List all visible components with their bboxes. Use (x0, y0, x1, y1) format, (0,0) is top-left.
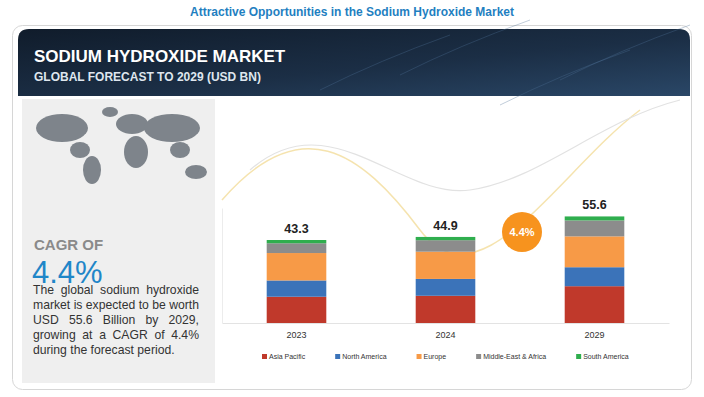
bar-segment (565, 267, 625, 286)
legend-item: Asia Pacific (262, 353, 306, 360)
map-land (36, 114, 88, 142)
decor-curve (250, 100, 680, 191)
y-axis (222, 209, 223, 324)
annotation-text: 4.4% (509, 226, 534, 238)
legend-label: South America (583, 353, 629, 360)
header-streak (560, 25, 690, 80)
header-streak (320, 35, 450, 90)
total-label: 44.9 (433, 219, 457, 233)
map-land (83, 156, 101, 184)
legend-item: Europe (417, 353, 447, 361)
bar-segment (416, 240, 476, 252)
header-streak (400, 20, 530, 75)
world-map-icon (36, 107, 207, 184)
map-land (116, 114, 148, 134)
map-land (70, 142, 90, 158)
bar-segment (416, 279, 476, 296)
bar-segment (267, 297, 327, 323)
bar-segment (565, 286, 625, 323)
map-land (124, 136, 148, 168)
header-banner (18, 29, 690, 96)
y-axis-line (222, 209, 223, 324)
x-tick-label: 2023 (286, 330, 306, 340)
map-land (185, 165, 207, 179)
x-tick-label: 2024 (435, 330, 455, 340)
bar-segment (565, 216, 625, 220)
bar-segment (267, 253, 327, 280)
x-axis-line (223, 323, 670, 324)
legend: Asia Pacific North America Europe Middle-Ea… (262, 353, 629, 361)
legend-label: Asia Pacific (269, 353, 306, 360)
legend-item: Middle-East & Africa (476, 353, 546, 360)
x-axis: 2023 2024 2029 (223, 323, 670, 340)
x-tick-label: 2029 (584, 330, 604, 340)
bar-segment (267, 280, 327, 296)
bar-segment (565, 220, 625, 236)
map-land (170, 142, 190, 158)
cagr-label: CAGR OF (34, 236, 103, 253)
legend-item: North America (335, 353, 386, 360)
x-tick: 2029 (584, 323, 604, 340)
decor-curve (222, 110, 640, 254)
total-label: 55.6 (582, 198, 606, 212)
total-label: 43.3 (284, 222, 308, 236)
legend-label: Europe (424, 353, 447, 361)
x-tick: 2023 (286, 323, 306, 340)
bar-segment (267, 240, 327, 243)
bar-segment (416, 252, 476, 279)
page-title: Attractive Opportunities in the Sodium H… (190, 5, 514, 19)
map-land (144, 114, 200, 142)
card-frame (13, 26, 692, 390)
bar-segment (416, 237, 476, 240)
legend-label: Middle-East & Africa (483, 353, 546, 360)
chart-title: SODIUM HYDROXIDE MARKET (34, 47, 286, 66)
x-tick: 2024 (435, 323, 455, 340)
legend-swatch (335, 354, 340, 359)
map-land (102, 107, 118, 117)
annotation-bubble (502, 212, 542, 252)
chart-subtitle: GLOBAL FORECAST TO 2029 (USD BN) (34, 70, 261, 84)
description: The global sodium hydroxide market is ex… (33, 283, 199, 358)
legend-item: South America (576, 353, 629, 360)
bar-segment (267, 243, 327, 253)
legend-swatch (417, 354, 422, 359)
page: Attractive Opportunities in the Sodium H… (0, 0, 704, 397)
legend-swatch (262, 354, 267, 359)
side-panel (22, 99, 215, 383)
legend-swatch (476, 354, 481, 359)
bar-segment (565, 236, 625, 267)
bars (267, 216, 625, 323)
bar-segment (416, 296, 476, 323)
legend-swatch (576, 354, 581, 359)
legend-label: North America (342, 353, 386, 360)
